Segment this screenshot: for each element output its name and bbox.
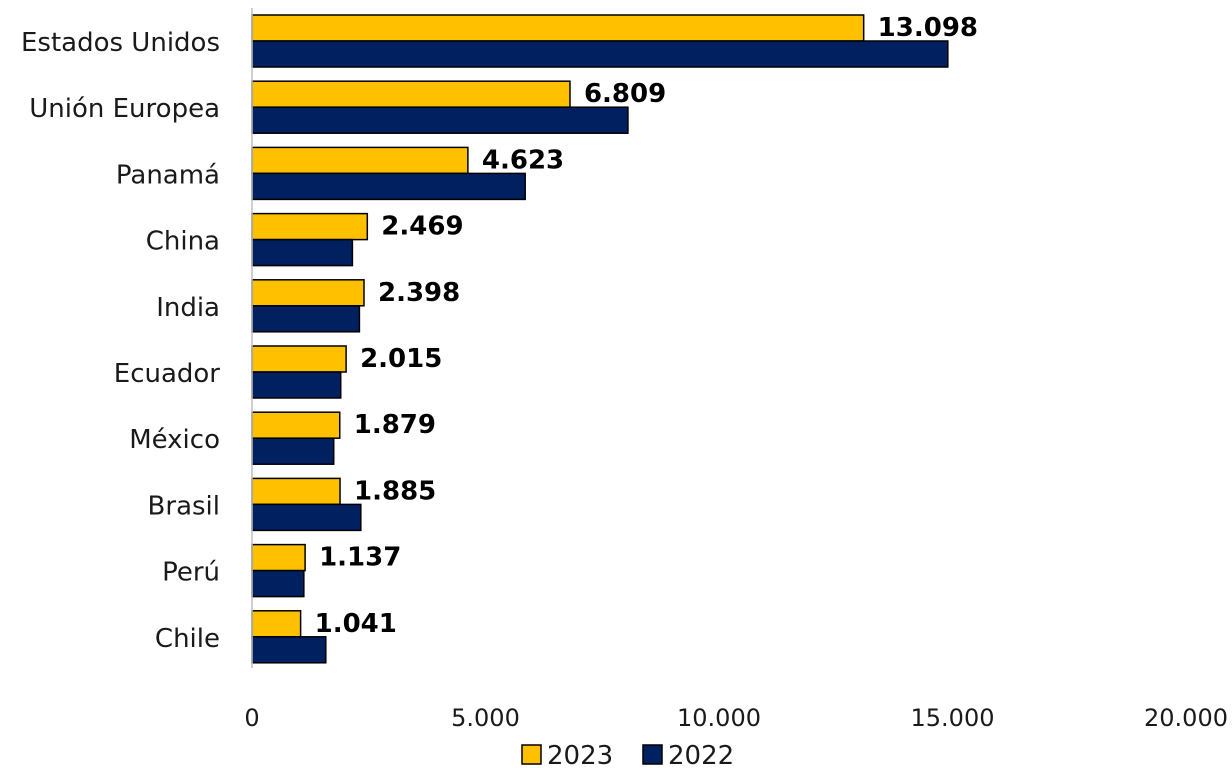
data-label-2023: 2.015 <box>360 344 442 374</box>
data-label-2023: 4.623 <box>482 145 564 175</box>
legend-swatch-2022 <box>642 744 663 765</box>
bar-2022-2 <box>251 172 526 201</box>
bar-2023-8 <box>251 543 306 572</box>
category-label: Chile <box>155 624 220 654</box>
data-label-2023: 1.885 <box>354 476 436 506</box>
bar-2023-1 <box>251 80 571 108</box>
bar-2022-9 <box>251 636 327 664</box>
bar-2022-5 <box>251 371 342 399</box>
category-label: China <box>146 227 220 257</box>
category-label: Estados Unidos <box>21 28 220 58</box>
bar-2023-0 <box>251 14 865 42</box>
x-axis-ticks: 0 5.000 10.000 15.000 20.000 <box>244 704 1228 732</box>
bar-2022-6 <box>251 437 335 465</box>
bar-2023-4 <box>251 279 365 307</box>
category-label: Panamá <box>116 160 220 190</box>
legend-label-2023: 2023 <box>547 741 613 768</box>
data-label-2023: 1.041 <box>315 609 397 639</box>
x-tick-label: 5.000 <box>451 704 520 732</box>
category-label: Ecuador <box>114 359 221 389</box>
x-tick-label: 0 <box>244 704 259 732</box>
labels-group: Estados Unidos 13.098 Unión Europea 6.809 Pa… <box>21 13 978 654</box>
data-label-2023: 2.398 <box>378 278 460 308</box>
data-label-2023: 1.879 <box>354 410 436 440</box>
bar-2023-6 <box>251 411 341 439</box>
x-tick-label: 10.000 <box>677 704 761 732</box>
bar-2022-8 <box>251 569 305 598</box>
data-label-2023: 2.469 <box>381 212 463 242</box>
bar-2023-7 <box>251 477 341 506</box>
bar-2022-1 <box>251 106 629 134</box>
category-label: Perú <box>162 558 220 588</box>
x-tick-label: 20.000 <box>1144 704 1228 732</box>
category-label: México <box>129 425 220 455</box>
bar-2022-4 <box>251 305 361 333</box>
bar-2022-3 <box>251 238 354 267</box>
bar-2023-5 <box>251 345 347 373</box>
x-tick-label: 15.000 <box>911 704 995 732</box>
bar-2023-9 <box>251 610 302 638</box>
legend-label-2022: 2022 <box>668 741 734 768</box>
bar-2022-0 <box>251 40 949 68</box>
bar-2023-3 <box>251 212 369 241</box>
data-label-2023: 13.098 <box>878 13 978 43</box>
legend-swatch-2023 <box>521 744 542 765</box>
data-label-2023: 1.137 <box>319 543 401 573</box>
bar-2022-7 <box>251 503 362 532</box>
category-label: Brasil <box>148 491 220 521</box>
category-label: India <box>156 293 220 323</box>
category-label: Unión Europea <box>29 94 220 124</box>
bars-group <box>251 14 949 664</box>
legend: 2023 2022 <box>521 741 734 768</box>
bar-2023-2 <box>251 146 469 175</box>
data-label-2023: 6.809 <box>584 79 666 109</box>
